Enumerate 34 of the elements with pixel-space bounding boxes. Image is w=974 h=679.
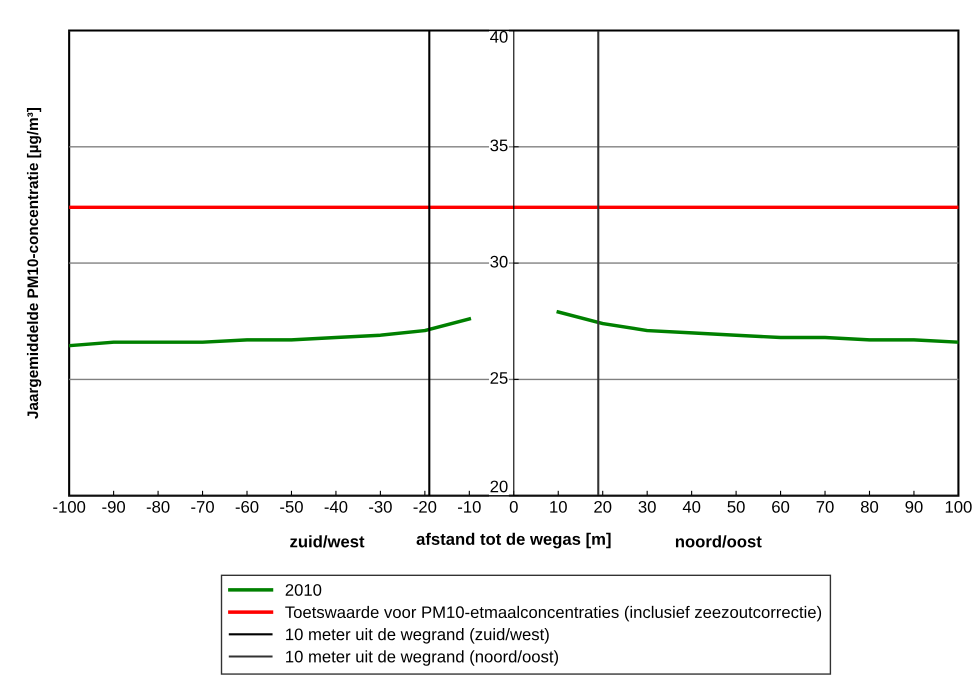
x-tick-label: -90 bbox=[102, 500, 126, 513]
x-tick-label: 70 bbox=[816, 500, 834, 513]
legend-label: 10 meter uit de wegrand (noord/oost) bbox=[286, 650, 558, 666]
x-tick-label: 0 bbox=[510, 500, 518, 513]
x-tick-label: -50 bbox=[280, 500, 303, 513]
y-tick-label: 40 bbox=[490, 30, 508, 43]
text: zuid/west bbox=[290, 535, 364, 548]
legend-label: 2010 bbox=[286, 584, 322, 596]
x-tick-label: -70 bbox=[191, 500, 214, 513]
x-tick-label: 20 bbox=[594, 500, 612, 513]
x-tick-label: 50 bbox=[728, 500, 745, 513]
x-tick-label: 10 bbox=[550, 500, 567, 513]
legend-label: Toetswaarde voor PM10-etmaalconcentraties (inclusief zeezoutcorrectie) bbox=[285, 606, 822, 622]
y-tick-label: 30 bbox=[490, 256, 508, 268]
x-tick-label: 100 bbox=[946, 500, 972, 513]
x-tick-label: -60 bbox=[236, 500, 258, 513]
x-tick-label: 60 bbox=[772, 500, 790, 513]
ref-line-label: 10 meter uit de wegrand (zuid/west) bbox=[286, 628, 549, 644]
x-tick-label: -10 bbox=[458, 500, 481, 513]
x-tick-label: -40 bbox=[324, 500, 348, 513]
y-axis-title: Jaargemiddelde PM10-concentratie [µg/m³] bbox=[26, 108, 42, 419]
x-axis-title: afstand tot de wegas [m] bbox=[416, 532, 611, 548]
x-tick-label: -100 bbox=[53, 500, 86, 513]
x-tick-label: -20 bbox=[414, 500, 436, 513]
y-tick-label: 25 bbox=[490, 372, 508, 384]
x-tick-label: 80 bbox=[860, 500, 878, 513]
x-tick-label: 30 bbox=[638, 500, 656, 513]
x-tick-label: 40 bbox=[682, 500, 700, 513]
text: noord/oost bbox=[676, 535, 762, 548]
y-tick-label: 35 bbox=[490, 140, 508, 152]
x-tick-label: 90 bbox=[905, 500, 923, 513]
x-tick-label: -30 bbox=[369, 500, 392, 513]
y-tick-label: 20 bbox=[490, 480, 508, 492]
x-tick-label: -80 bbox=[146, 500, 170, 513]
